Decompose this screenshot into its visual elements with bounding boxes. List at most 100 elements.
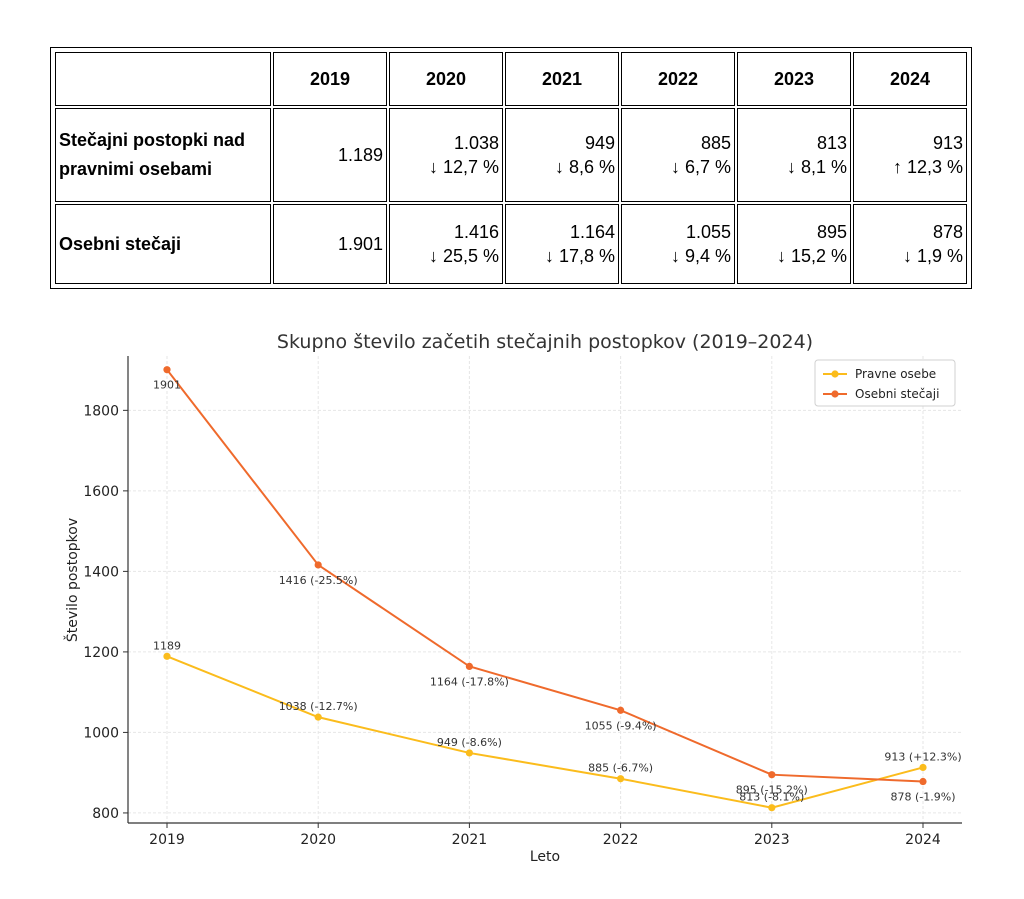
column-header: 2024 bbox=[853, 52, 967, 106]
column-header: 2023 bbox=[737, 52, 851, 106]
x-tick-label: 2023 bbox=[754, 832, 790, 848]
data-label: 1189 bbox=[153, 639, 181, 652]
chart-title: Skupno število začetih stečajnih postopk… bbox=[277, 331, 813, 353]
cell-value: 1.189 bbox=[337, 144, 383, 165]
data-label: 895 (-15.2%) bbox=[736, 784, 808, 797]
table-cell: 813 ↓ 8,1 % bbox=[737, 108, 851, 203]
table-row: Osebni stečaji 1.901 1.416 ↓ 25,5 % 1.164… bbox=[55, 204, 967, 284]
column-header: 2020 bbox=[389, 52, 503, 106]
y-tick-label: 1000 bbox=[83, 725, 119, 741]
row-label-line: Osebni stečaji bbox=[59, 233, 182, 254]
cell-change: ↓ 25,5 % bbox=[428, 246, 499, 267]
data-label: 1416 (-25.5%) bbox=[279, 574, 358, 587]
row-label-line: Stečajni postopki nad bbox=[59, 130, 246, 151]
table-cell: 895 ↓ 15,2 % bbox=[737, 204, 851, 284]
y-tick-label: 1400 bbox=[83, 564, 119, 580]
data-point bbox=[919, 763, 927, 772]
table-corner-cell bbox=[55, 52, 271, 106]
data-label: 949 (-8.6%) bbox=[437, 736, 502, 749]
cell-change: ↓ 6,7 % bbox=[670, 157, 731, 178]
column-header: 2022 bbox=[621, 52, 735, 106]
cell-change: ↓ 15,2 % bbox=[776, 246, 847, 267]
cell-change: ↓ 17,8 % bbox=[544, 246, 615, 267]
series-line bbox=[166, 369, 924, 783]
data-label: 913 (+12.3%) bbox=[884, 750, 961, 763]
legend-swatch-marker bbox=[831, 370, 839, 378]
chart-data-labels: 1189 1038 (-12.7%) 949 (-8.6%) 885 (-6.7%) 8… bbox=[153, 379, 962, 804]
data-label: 813 (-8.1%) bbox=[739, 791, 804, 804]
data-point bbox=[314, 561, 322, 569]
data-label: 885 (-6.7%) bbox=[588, 762, 653, 775]
y-tick-label: 1600 bbox=[83, 484, 119, 500]
x-tick-label: 2024 bbox=[905, 832, 941, 848]
cell-change: ↓ 8,6 % bbox=[554, 157, 615, 178]
series-line bbox=[166, 655, 924, 809]
x-tick-label: 2022 bbox=[603, 832, 639, 848]
row-label: Stečajni postopki nad pravnimi osebami bbox=[55, 108, 271, 203]
table-cell: 885 ↓ 6,7 % bbox=[621, 108, 735, 203]
data-label: 1055 (-9.4%) bbox=[585, 719, 657, 732]
cell-change: ↓ 9,4 % bbox=[670, 246, 731, 267]
statistics-table: 2019 2020 2021 2022 2023 2024 Stečajni p… bbox=[50, 47, 972, 289]
y-tick-label: 1800 bbox=[83, 403, 119, 419]
line-chart: Skupno število začetih stečajnih postopk… bbox=[63, 331, 962, 865]
row-label-line: pravnimi osebami bbox=[59, 159, 213, 180]
cell-value: 913 bbox=[932, 132, 963, 153]
cell-change: ↓ 12,7 % bbox=[428, 157, 499, 178]
cell-value: 1.055 bbox=[685, 221, 731, 242]
chart-legend: Pravne osebe Osebni stečaji bbox=[814, 359, 956, 407]
cell-value: 1.416 bbox=[453, 221, 499, 242]
cell-value: 813 bbox=[816, 132, 847, 153]
data-point bbox=[314, 713, 322, 721]
x-tick-label: 2020 bbox=[300, 832, 336, 848]
cell-change: ↓ 8,1 % bbox=[786, 157, 847, 178]
cell-value: 1.038 bbox=[453, 132, 499, 153]
data-point bbox=[465, 749, 473, 757]
table-header-row: 2019 2020 2021 2022 2023 2024 bbox=[55, 52, 967, 106]
legend-box bbox=[814, 359, 956, 407]
data-point bbox=[617, 775, 625, 783]
x-tick-label: 2021 bbox=[452, 832, 488, 848]
data-point bbox=[919, 777, 927, 786]
data-point bbox=[617, 706, 625, 714]
legend-swatch-marker bbox=[831, 390, 839, 398]
y-axis-label: Število postopkov bbox=[63, 518, 81, 642]
x-axis-label: Leto bbox=[530, 849, 560, 865]
column-header: 2019 bbox=[273, 52, 387, 106]
cell-value: 885 bbox=[700, 132, 731, 153]
data-point bbox=[768, 771, 776, 779]
chart-series bbox=[163, 366, 927, 812]
legend-label: Pravne osebe bbox=[855, 367, 936, 381]
table-cell: 1.901 bbox=[273, 204, 387, 284]
table-row: Stečajni postopki nad pravnimi osebami 1… bbox=[55, 108, 967, 203]
table-cell: 1.189 bbox=[273, 108, 387, 203]
table-cell: 1.164 ↓ 17,8 % bbox=[505, 204, 619, 284]
table-cell: 1.416 ↓ 25,5 % bbox=[389, 204, 503, 284]
data-point bbox=[163, 652, 171, 660]
y-tick-label: 800 bbox=[92, 806, 119, 822]
statistics-table-grid: 2019 2020 2021 2022 2023 2024 Stečajni p… bbox=[53, 50, 969, 286]
table-cell: 1.055 ↓ 9,4 % bbox=[621, 204, 735, 284]
data-label: 1038 (-12.7%) bbox=[279, 700, 358, 713]
cell-value: 949 bbox=[584, 132, 615, 153]
cell-value: 878 bbox=[932, 221, 963, 242]
row-label: Osebni stečaji bbox=[55, 204, 271, 284]
data-label: 1164 (-17.8%) bbox=[430, 675, 509, 688]
cell-change: ↓ 1,9 % bbox=[902, 246, 963, 267]
x-tick-label: 2019 bbox=[149, 832, 185, 848]
table-cell: 1.038 ↓ 12,7 % bbox=[389, 108, 503, 203]
data-point bbox=[465, 662, 473, 670]
cell-value: 895 bbox=[816, 221, 847, 242]
table-cell: 949 ↓ 8,6 % bbox=[505, 108, 619, 203]
cell-value: 1.901 bbox=[337, 233, 383, 254]
cell-value: 1.164 bbox=[569, 221, 615, 242]
chart-axes: 2019 2020 2021 2022 2023 2024 800 1000 1200 1400 1… bbox=[83, 356, 962, 848]
legend-label: Osebni stečaji bbox=[855, 387, 939, 401]
chart-grid bbox=[128, 356, 962, 823]
cell-change: ↑ 12,3 % bbox=[892, 157, 963, 178]
data-point bbox=[768, 804, 776, 812]
data-label: 878 (-1.9%) bbox=[891, 791, 956, 804]
column-header: 2021 bbox=[505, 52, 619, 106]
table-cell: 878 ↓ 1,9 % bbox=[853, 204, 967, 284]
y-tick-label: 1200 bbox=[83, 645, 119, 661]
